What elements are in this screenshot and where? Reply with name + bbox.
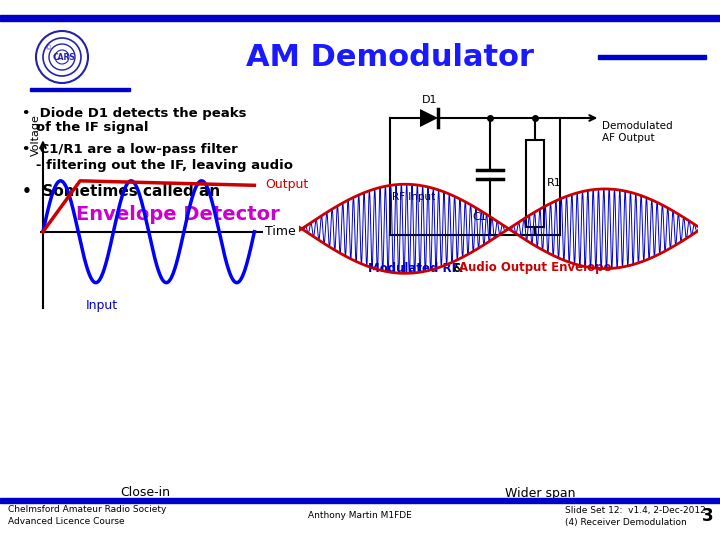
Bar — [0, 15, 720, 21]
Text: Demodulated: Demodulated — [602, 121, 672, 131]
Text: RF Input: RF Input — [392, 192, 436, 202]
Text: AF Output: AF Output — [602, 133, 654, 143]
Bar — [598, 55, 706, 59]
Text: C1: C1 — [472, 212, 487, 222]
Bar — [526, 140, 544, 227]
Text: R1: R1 — [547, 179, 562, 188]
Text: Anthony Martin M1FDE: Anthony Martin M1FDE — [308, 511, 412, 521]
Text: •  C1/R1 are a low-pass filter: • C1/R1 are a low-pass filter — [22, 144, 238, 157]
Text: Wider span: Wider span — [505, 487, 575, 500]
Text: Input: Input — [86, 299, 118, 312]
Text: CARS: CARS — [53, 53, 76, 63]
Text: Audio Output Envelope: Audio Output Envelope — [459, 261, 611, 274]
Text: Envelope Detector: Envelope Detector — [22, 206, 280, 225]
Text: Voltage: Voltage — [30, 114, 40, 156]
Text: Modulated RF: Modulated RF — [368, 261, 459, 274]
Text: of the IF signal: of the IF signal — [22, 122, 148, 134]
Text: ©: © — [45, 45, 53, 51]
Text: &: & — [449, 261, 467, 274]
Text: (4) Receiver Demodulation: (4) Receiver Demodulation — [565, 517, 687, 526]
Bar — [0, 498, 720, 503]
Text: •  Diode D1 detects the peaks: • Diode D1 detects the peaks — [22, 106, 246, 119]
Text: •  Sometimes called an: • Sometimes called an — [22, 185, 220, 199]
Polygon shape — [420, 109, 438, 127]
Text: Advanced Licence Course: Advanced Licence Course — [8, 517, 125, 526]
Text: - filtering out the IF, leaving audio: - filtering out the IF, leaving audio — [22, 159, 293, 172]
Text: AM Demodulator: AM Demodulator — [246, 44, 534, 72]
Text: Output: Output — [266, 178, 309, 191]
Text: Time: Time — [266, 225, 296, 238]
Text: Chelmsford Amateur Radio Society: Chelmsford Amateur Radio Society — [8, 505, 166, 515]
Text: D1: D1 — [422, 95, 438, 105]
Text: Slide Set 12:  v1.4, 2-Dec-2012: Slide Set 12: v1.4, 2-Dec-2012 — [565, 505, 706, 515]
Text: Close-in: Close-in — [120, 487, 170, 500]
Text: 3: 3 — [702, 507, 714, 525]
Bar — [30, 88, 130, 91]
